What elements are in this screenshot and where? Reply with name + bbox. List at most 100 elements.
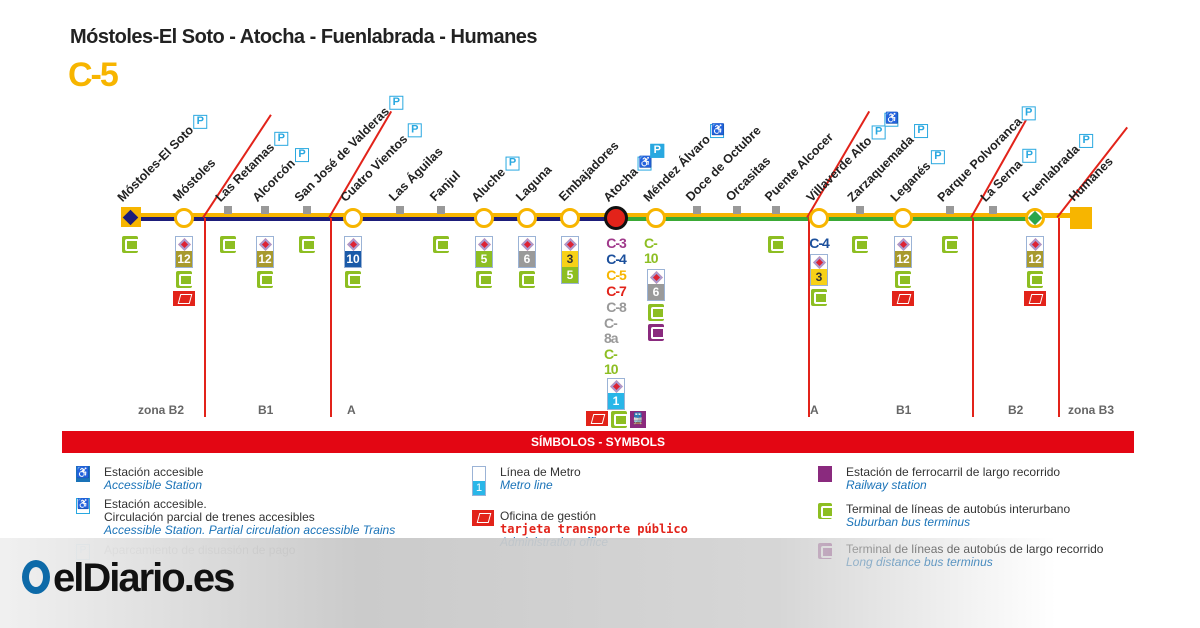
- metro-line-number: 12: [257, 251, 273, 267]
- metro-logo-icon: [563, 238, 577, 251]
- accessible-icon: ♿: [637, 156, 653, 171]
- bus-icon: [895, 271, 912, 288]
- minor-station-marker: [946, 206, 954, 214]
- legend-label-en: Accessible Station. Partial circulation …: [104, 523, 396, 537]
- minor-station-marker: [856, 206, 864, 214]
- metro-line-badge: 12: [894, 236, 912, 268]
- station-services: 12: [172, 236, 196, 306]
- legend-label-highlight: tarjeta transporte público: [500, 522, 688, 536]
- parking-icon: P: [295, 147, 310, 162]
- metro-line-number: 5: [562, 267, 578, 283]
- zone-label: B1: [896, 403, 912, 417]
- legend-label-en: Metro line: [500, 478, 553, 492]
- bus-icon: [811, 289, 828, 306]
- minor-station-marker: [261, 206, 269, 214]
- parking-icon: P: [913, 124, 928, 139]
- station-services: C-10 6: [644, 236, 668, 341]
- long-distance-bus-icon: [648, 324, 665, 341]
- card-office-icon: [892, 291, 914, 306]
- metro-logo-icon: [520, 238, 534, 251]
- metro-logo-icon: [812, 256, 826, 269]
- station-name: Móstoles: [170, 155, 219, 204]
- station-services: [848, 236, 872, 253]
- station-name: Atocha: [600, 164, 641, 205]
- station-services: [429, 236, 453, 253]
- legend-label-es: Estación de ferrocarril de largo recorri…: [846, 465, 1061, 479]
- cercanias-line: C-8: [606, 299, 627, 315]
- legend-text: Terminal de líneas de autobús interurban…: [846, 503, 1070, 529]
- bus-icon: [942, 236, 959, 253]
- station-services: 6: [515, 236, 539, 288]
- zone-boundary: [204, 218, 206, 417]
- bus-icon: [611, 411, 628, 428]
- legend-label-es: Terminal de líneas de autobús interurban…: [846, 502, 1071, 516]
- station-marker: [893, 208, 913, 228]
- zone-boundary: [808, 218, 810, 417]
- station-services: 5: [472, 236, 496, 288]
- metro-line-badge: 6: [518, 236, 536, 268]
- legend-label-en: Railway station: [846, 478, 927, 492]
- logo-mark-icon: [22, 560, 50, 594]
- metro-line-badge: 5: [475, 236, 493, 268]
- parking-icon: P: [1021, 106, 1036, 121]
- minor-station-marker: [733, 206, 741, 214]
- metro-logo-icon: [477, 238, 491, 251]
- parking-icon: P: [650, 143, 665, 158]
- minor-station-marker: [693, 206, 701, 214]
- legend-text: Estación accesible Accessible Station: [104, 466, 203, 492]
- station-services: [216, 236, 240, 253]
- bus-icon: [220, 236, 237, 253]
- metro-line-number: 5: [476, 251, 492, 267]
- station-services: 10: [341, 236, 365, 288]
- station-marker: [474, 208, 494, 228]
- bus-icon: [122, 236, 139, 253]
- parking-icon: P: [871, 125, 886, 140]
- station-marker: [343, 208, 363, 228]
- zone-label: zona B2: [138, 403, 185, 417]
- legend-text: Estación de ferrocarril de largo recorri…: [846, 466, 1060, 492]
- bus-icon: [852, 236, 869, 253]
- metro-line-badge: 10: [344, 236, 362, 268]
- station-label: Móstoles-El SotoP: [115, 110, 211, 206]
- card-office-icon: [586, 411, 608, 426]
- legend-label-es: Estación accesible: [104, 465, 204, 479]
- station-label: Cuatro VientosP: [338, 119, 425, 206]
- cercanias-line: C-4: [606, 251, 627, 267]
- station-label: Fanjul: [427, 168, 463, 204]
- metro-line-badge: 3: [810, 254, 828, 286]
- terminal-marker: [1070, 207, 1092, 229]
- eldiario-logo: elDiario.es: [22, 556, 235, 601]
- station-marker: [809, 208, 829, 228]
- cercanias-line: C-10: [644, 235, 659, 266]
- station-name: Fanjul: [427, 168, 464, 204]
- metro-logo-icon: [177, 238, 191, 251]
- metro-line-badge: 6: [647, 269, 665, 301]
- bus-icon: [768, 236, 785, 253]
- zone-boundary: [1058, 218, 1060, 417]
- metro-line-icon: 1: [472, 466, 486, 496]
- station-marker: [646, 208, 666, 228]
- parking-icon: P: [1079, 133, 1094, 148]
- parking-icon: P: [407, 123, 422, 138]
- station-services: C-3 C-4 C-5 C-7 C-8 C-8a C-10 1 🚆: [586, 236, 646, 428]
- parking-icon: P: [389, 95, 404, 110]
- card-office-icon: [472, 510, 494, 526]
- cercanias-line: C-8a: [604, 315, 619, 346]
- metro-logo-icon: [649, 271, 663, 284]
- card-office-icon: [173, 291, 195, 306]
- parking-icon: P: [505, 156, 520, 171]
- bus-icon: [1027, 271, 1044, 288]
- metro-logo-icon: [1028, 238, 1042, 251]
- parking-icon: P: [1022, 148, 1037, 163]
- station-marker: [517, 208, 537, 228]
- legend-text: Estación accesible. Circulación parcial d…: [104, 498, 395, 537]
- zone-label: zona B3: [1068, 403, 1115, 417]
- bus-icon: [648, 304, 665, 321]
- logo-overlay: [0, 538, 1200, 628]
- symbols-header: SÍMBOLOS - SYMBOLS: [62, 431, 1134, 453]
- station-marker: [560, 208, 580, 228]
- parking-icon: P: [930, 150, 945, 165]
- station-label: Móstoles: [170, 156, 218, 204]
- line-code: C-5: [68, 56, 119, 94]
